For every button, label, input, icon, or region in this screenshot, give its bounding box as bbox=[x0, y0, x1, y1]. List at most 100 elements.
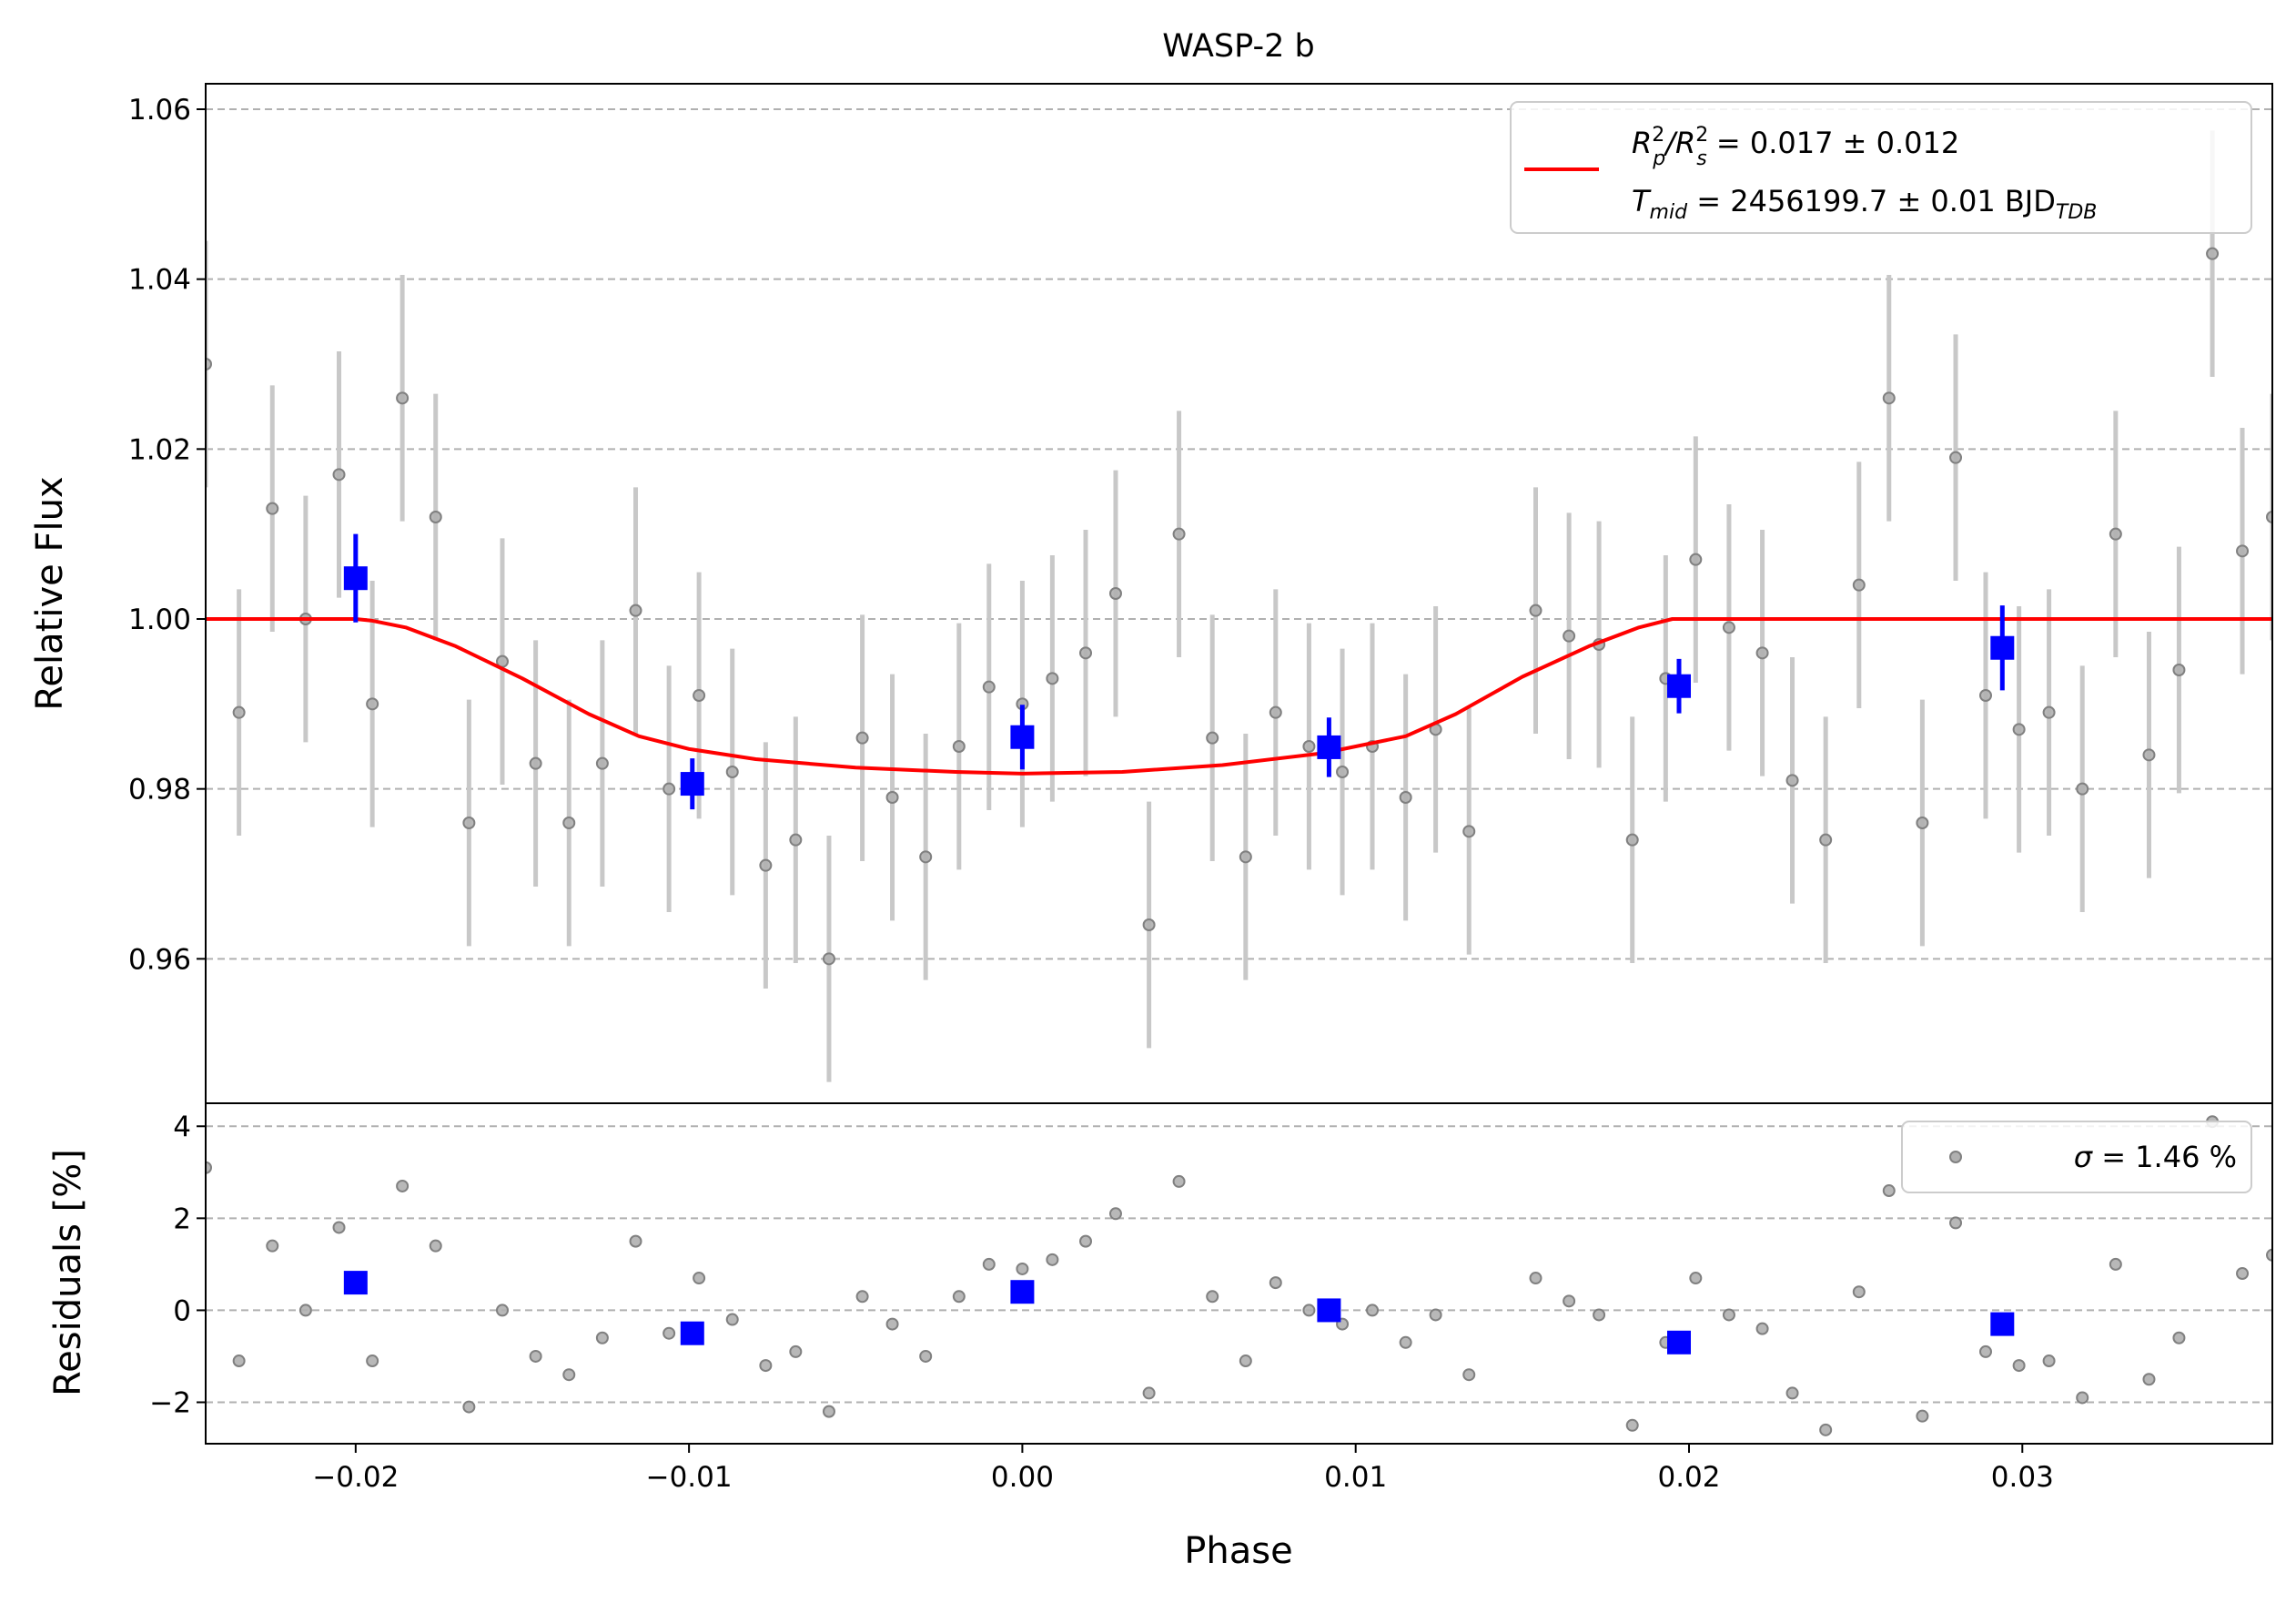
x-tick-label: 0.03 bbox=[1991, 1461, 2054, 1494]
residual-point bbox=[725, 1313, 739, 1326]
data-point bbox=[1819, 833, 1833, 847]
data-point bbox=[1399, 791, 1412, 804]
data-point bbox=[725, 766, 739, 778]
data-point bbox=[1108, 587, 1122, 600]
residual-point bbox=[232, 1354, 246, 1368]
residual-point bbox=[1462, 1368, 1476, 1382]
residual-point bbox=[332, 1221, 346, 1234]
bottom-y-tick-label: 4 bbox=[173, 1111, 191, 1143]
top-y-tick-label: 1.06 bbox=[128, 94, 191, 127]
binned-residual bbox=[1010, 1280, 1035, 1304]
residual-point bbox=[982, 1257, 996, 1271]
data-point bbox=[1852, 578, 1866, 592]
residual-point bbox=[1852, 1285, 1866, 1299]
legend-sigma-text: σ = 1.46 % bbox=[2074, 1140, 2237, 1174]
residual-point bbox=[1722, 1308, 1735, 1322]
x-tick-label: 0.02 bbox=[1657, 1461, 1720, 1494]
residual-point bbox=[952, 1290, 966, 1304]
top-gridlines bbox=[206, 108, 2272, 960]
data-point bbox=[663, 782, 676, 796]
binned-residual bbox=[1667, 1330, 1692, 1354]
residual-point bbox=[1366, 1304, 1380, 1317]
residual-point bbox=[1625, 1418, 1639, 1432]
data-point bbox=[1949, 451, 1963, 464]
data-point bbox=[366, 697, 379, 711]
residual-point bbox=[1108, 1207, 1122, 1221]
data-point bbox=[693, 689, 706, 702]
bottom-legend: σ = 1.46 % bbox=[1901, 1121, 2252, 1193]
residual-point bbox=[1755, 1322, 1769, 1335]
top-legend: R2 p/R2 s = 0.017 ± 0.012 Tmid = 2456199.7… bbox=[1510, 101, 2252, 234]
binned-point bbox=[1317, 735, 1341, 759]
data-point bbox=[2042, 705, 2056, 719]
residual-point bbox=[2042, 1354, 2056, 1368]
residual-point bbox=[462, 1400, 476, 1414]
data-point bbox=[1625, 833, 1639, 847]
top-y-tick-label: 1.04 bbox=[128, 264, 191, 297]
data-point bbox=[2076, 782, 2089, 796]
data-point bbox=[1689, 553, 1703, 566]
residual-point bbox=[2172, 1331, 2186, 1344]
residual-point bbox=[1046, 1253, 1059, 1266]
data-point bbox=[1302, 740, 1316, 753]
residual-point bbox=[885, 1317, 899, 1331]
data-point bbox=[562, 817, 576, 829]
residual-point bbox=[2236, 1267, 2250, 1280]
binned-point bbox=[1667, 674, 1692, 698]
legend-residual-marker bbox=[1949, 1151, 1962, 1163]
legend-depth-text: R2 p/R2 s = 0.017 ± 0.012 bbox=[1632, 124, 1959, 170]
residual-point bbox=[1172, 1174, 1186, 1188]
data-point bbox=[885, 791, 899, 804]
data-point bbox=[529, 756, 542, 770]
residual-point bbox=[822, 1405, 835, 1418]
data-point bbox=[1172, 527, 1186, 541]
residual-point bbox=[206, 1161, 212, 1174]
bottom-y-tick-label: 2 bbox=[173, 1202, 191, 1235]
chart-title: WASP-2 b bbox=[1162, 28, 1314, 65]
data-errorbars bbox=[206, 130, 2272, 1082]
bottom-axes-frame bbox=[205, 1102, 2273, 1445]
data-point bbox=[2236, 544, 2250, 558]
residual-point bbox=[2109, 1257, 2122, 1271]
data-point bbox=[1722, 621, 1735, 634]
residual-point bbox=[1882, 1184, 1896, 1198]
data-point bbox=[2206, 247, 2220, 260]
residual-point bbox=[789, 1344, 803, 1358]
residual-point bbox=[1949, 1216, 1963, 1230]
data-point bbox=[266, 502, 279, 515]
binned-point bbox=[1990, 635, 2015, 660]
bottom-y-ticks: −2 0 2 4 bbox=[149, 1111, 206, 1420]
binned-point bbox=[680, 772, 704, 796]
binned-points bbox=[343, 533, 2015, 810]
binned-point bbox=[1010, 725, 1035, 749]
data-point bbox=[206, 358, 212, 370]
data-point bbox=[2012, 723, 2026, 736]
data-point bbox=[1336, 766, 1350, 778]
data-point bbox=[1529, 604, 1542, 617]
binned-residuals bbox=[343, 1271, 2015, 1354]
x-axis-label: Phase bbox=[1184, 1530, 1292, 1572]
x-ticks: −0.02 −0.01 0.00 0.01 0.02 0.03 bbox=[312, 1444, 2054, 1494]
model-curve bbox=[206, 617, 2272, 776]
data-points bbox=[206, 247, 2272, 966]
residual-point bbox=[2012, 1359, 2026, 1373]
residual-point bbox=[1269, 1276, 1282, 1290]
data-point bbox=[789, 833, 803, 847]
residual-point bbox=[759, 1359, 773, 1373]
binned-residual bbox=[1317, 1298, 1341, 1323]
data-point bbox=[982, 680, 996, 694]
residual-point bbox=[1239, 1354, 1252, 1368]
y-axis-label-flux: Relative Flux bbox=[29, 476, 71, 710]
data-point bbox=[1269, 705, 1282, 719]
residual-point bbox=[2266, 1248, 2272, 1262]
residual-point bbox=[298, 1304, 312, 1317]
data-point bbox=[595, 756, 609, 770]
bottom-y-tick-label: 0 bbox=[173, 1294, 191, 1327]
data-point bbox=[919, 850, 933, 864]
residual-point bbox=[1016, 1262, 1029, 1275]
data-point bbox=[952, 740, 966, 753]
residual-point bbox=[595, 1331, 609, 1344]
residual-point bbox=[1529, 1272, 1542, 1285]
residual-point bbox=[693, 1272, 706, 1285]
